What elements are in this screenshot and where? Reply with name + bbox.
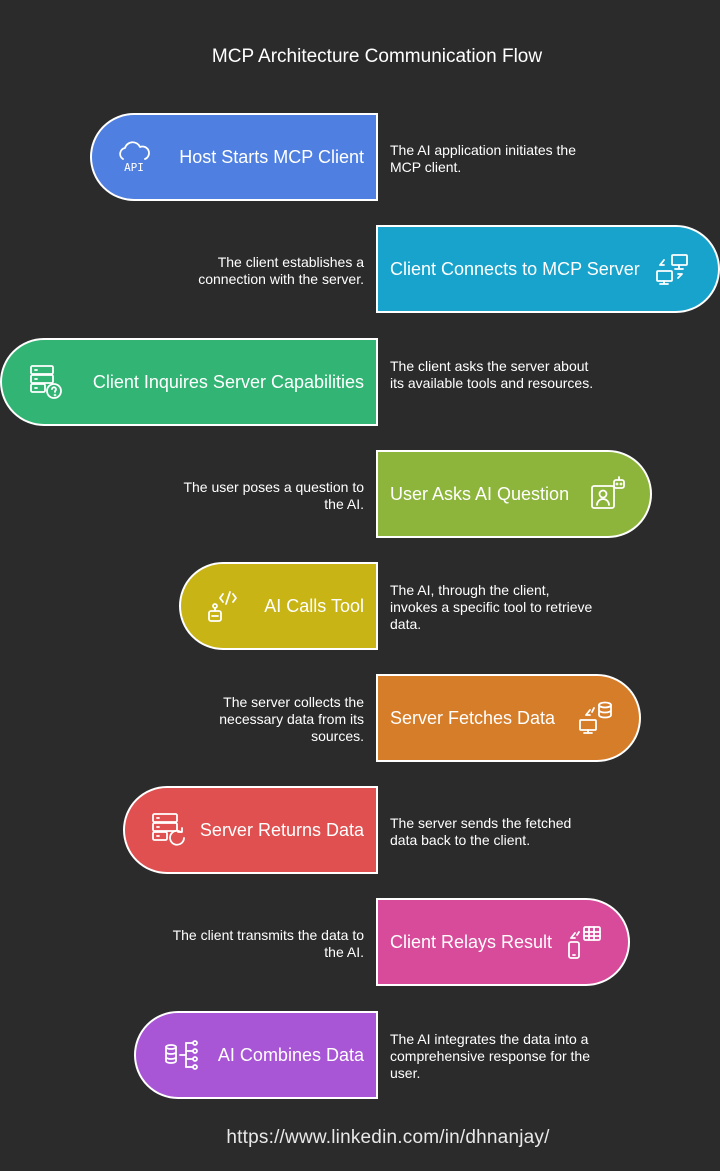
user-robot-icon xyxy=(591,476,625,509)
step-ai-calls-tool: AI Calls Tool The AI, through the client… xyxy=(0,562,720,654)
step-description: The client establishes a connection with… xyxy=(198,254,364,287)
svg-text:API: API xyxy=(124,161,144,174)
step-label: Server Fetches Data xyxy=(390,707,556,728)
step-pill: Client Inquires Server Capabilities xyxy=(0,338,378,426)
data-merge-icon xyxy=(165,1040,198,1070)
step-pill: AI Calls Tool xyxy=(179,562,378,650)
step-pill: Server Returns Data xyxy=(123,786,378,874)
phone-table-icon xyxy=(568,926,601,959)
footer-url[interactable]: https://www.linkedin.com/in/dhnanjay/ xyxy=(226,1127,550,1148)
step-label: Client Relays Result xyxy=(390,931,553,952)
step-pill: AI Combines Data xyxy=(134,1011,378,1099)
diagram-title: MCP Architecture Communication Flow xyxy=(211,46,543,67)
monitor-sync-icon xyxy=(656,254,688,285)
step-pill: Server Fetches Data xyxy=(376,674,641,762)
step-client-connects: Client Connects to MCP Server The client… xyxy=(0,225,720,317)
step-label: User Asks AI Question xyxy=(390,483,570,504)
step-label: Client Connects to MCP Server xyxy=(390,258,640,279)
step-description: The client transmits the data to the AI. xyxy=(172,927,364,960)
step-label: Server Returns Data xyxy=(199,819,364,840)
server-refresh-icon xyxy=(152,813,185,846)
step-description: The server sends the fetched data back t… xyxy=(390,815,572,848)
step-pill: User Asks AI Question xyxy=(376,450,652,538)
step-user-asks: User Asks AI Question The user poses a q… xyxy=(0,450,720,542)
step-host-starts: API Host Starts MCP Client The AI applic… xyxy=(0,113,720,205)
step-label: Host Starts MCP Client xyxy=(179,146,364,167)
step-server-returns: Server Returns Data The server sends the… xyxy=(0,786,720,878)
cloud-api-icon: API xyxy=(119,141,150,174)
step-description: The AI integrates the data into a compre… xyxy=(390,1031,590,1081)
step-pill: API Host Starts MCP Client xyxy=(90,113,378,201)
step-pill: Client Connects to MCP Server xyxy=(376,225,720,313)
database-sync-icon xyxy=(579,701,612,734)
step-client-relays: Client Relays Result The client transmit… xyxy=(0,898,720,990)
step-description: The client asks the server about its ava… xyxy=(390,358,594,391)
step-label: AI Calls Tool xyxy=(264,595,364,616)
step-server-fetches: Server Fetches Data The server collects … xyxy=(0,674,720,766)
robot-code-icon xyxy=(208,591,237,622)
step-pill: Client Relays Result xyxy=(376,898,630,986)
step-description: The user poses a question to the AI. xyxy=(183,479,364,512)
step-client-inquires: Client Inquires Server Capabilities The … xyxy=(0,338,720,430)
step-ai-combines: AI Combines Data The AI integrates the d… xyxy=(0,1011,720,1103)
server-question-icon xyxy=(30,365,62,399)
step-label: Client Inquires Server Capabilities xyxy=(92,371,364,392)
step-description: The AI, through the client, invokes a sp… xyxy=(390,582,593,632)
step-description: The server collects the necessary data f… xyxy=(219,694,364,744)
step-label: AI Combines Data xyxy=(217,1044,364,1065)
step-description: The AI application initiates the MCP cli… xyxy=(390,142,577,175)
